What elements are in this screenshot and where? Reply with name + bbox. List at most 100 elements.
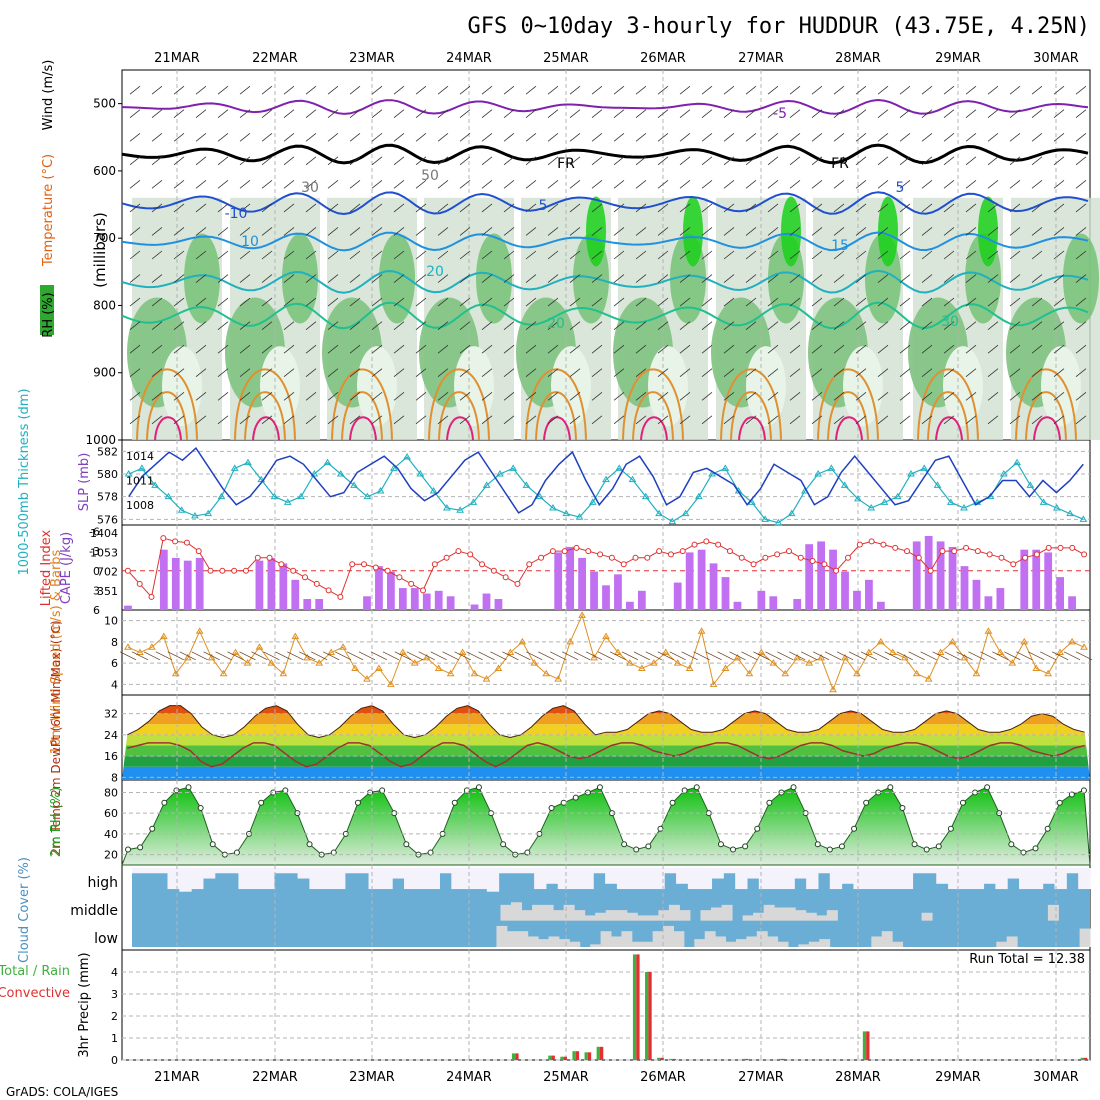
lifted-index-line-marker <box>904 548 911 555</box>
wind-barb <box>569 250 581 260</box>
precip-convective-bar <box>587 1052 592 1060</box>
wind-barb <box>459 85 471 95</box>
panel-frame-slp <box>121 439 1091 526</box>
wind-barb <box>481 109 493 119</box>
temp-contour-35 <box>154 416 182 441</box>
cloud-high-cell <box>297 868 310 879</box>
wind-barb <box>173 180 185 189</box>
wind-barb <box>679 415 691 425</box>
wind-barb <box>613 156 625 166</box>
cloud-high-cell <box>936 868 949 884</box>
thickness-line <box>128 456 1084 524</box>
cloud-middle-cell <box>500 904 512 921</box>
wind-barb <box>415 156 427 166</box>
wind-barb <box>767 297 779 307</box>
y-axis-label: (millibars) <box>91 212 109 288</box>
cloud-high-cell <box>179 868 192 892</box>
precip-convective-bar <box>1083 1057 1088 1060</box>
cape-bar <box>1068 596 1076 610</box>
wind-barb <box>393 415 405 425</box>
wind-barb <box>415 132 427 142</box>
wind-barb <box>789 344 801 354</box>
wind-speed-line-marker <box>124 643 132 650</box>
wind-barb <box>789 180 801 189</box>
lifted-index-line-marker <box>974 548 981 555</box>
wind-barb <box>965 109 977 119</box>
wind-barb <box>1053 344 1065 354</box>
cape-bar <box>1032 549 1041 610</box>
wind-barb <box>195 180 207 189</box>
cloud-low-cell <box>871 936 883 947</box>
rh-dry-core <box>162 346 202 427</box>
wind-barb <box>283 368 295 378</box>
precip-tick-label: 1 <box>111 1032 118 1045</box>
wind-barb <box>679 297 691 307</box>
wind-barb <box>657 415 669 425</box>
surface-wind-barb <box>609 651 627 661</box>
thickness-line-marker <box>164 492 173 500</box>
wind-barb <box>239 391 251 401</box>
precip-convective-bar <box>648 972 652 1060</box>
cloud-high-cell <box>356 868 370 874</box>
wind-barb <box>591 156 603 166</box>
wind-barb <box>1009 391 1021 401</box>
cloud-low-cell <box>569 941 581 947</box>
contour-label: 5 <box>539 198 548 214</box>
lifted-index-line-marker <box>656 548 663 555</box>
cloud-high-cell <box>770 868 783 890</box>
wind-barb <box>723 227 735 236</box>
wind-barb <box>811 368 823 378</box>
wind-barb <box>217 85 229 95</box>
rh-high-blob <box>683 196 703 267</box>
rh-tick-label: 60 <box>104 807 118 820</box>
lifted-index-line-marker <box>195 548 202 555</box>
wind-barb <box>349 156 361 166</box>
cape-bar <box>470 604 479 610</box>
wind-barb <box>987 297 999 307</box>
wind-barb <box>151 415 163 425</box>
thickness-line-marker <box>946 498 955 505</box>
wind-barb <box>217 368 229 378</box>
wind-barb <box>283 132 295 142</box>
wind-barb <box>613 132 625 142</box>
temp-band <box>122 756 1090 767</box>
wind-barb <box>1053 203 1065 213</box>
date-label-top: 27MAR <box>738 51 784 66</box>
wind-barb <box>481 297 493 307</box>
cloud-high-cell <box>380 868 393 890</box>
wind-barb <box>503 109 515 119</box>
wind-barb <box>1075 321 1087 330</box>
thickness-line-marker <box>615 464 624 471</box>
wind-barb <box>525 109 537 119</box>
thickness-line-marker <box>721 464 730 471</box>
cloud-high-cell <box>404 868 417 890</box>
wind-barb <box>877 274 889 283</box>
cloud-high-cell <box>652 868 665 890</box>
wind-barb <box>701 203 713 213</box>
cloud-middle-cell <box>658 910 670 921</box>
wind-barb <box>877 297 889 307</box>
wind-barb <box>217 156 229 166</box>
wind-barb <box>547 156 559 166</box>
panel-frame-wind <box>121 609 1091 696</box>
wind-barb <box>745 368 757 378</box>
wind-speed-line-marker <box>1068 637 1076 645</box>
rh-marker <box>730 846 737 853</box>
wind-speed-line-marker <box>972 669 981 677</box>
cloud-middle-cell <box>753 912 765 921</box>
cloud-high-cell <box>971 868 985 890</box>
cloud-middle-cell <box>774 907 786 921</box>
cape-bar <box>590 571 598 610</box>
temp-contour-35 <box>640 416 668 441</box>
thickness-axis-label: 1000-500mb Thickness (dm) <box>17 388 32 575</box>
cape-bar <box>195 557 204 610</box>
rh-marker <box>959 799 966 806</box>
wind-barb <box>987 368 999 378</box>
wind-barb <box>965 297 977 307</box>
wind-barb <box>789 85 801 95</box>
wind-barb <box>195 415 207 425</box>
temp-band <box>122 766 1090 780</box>
temp-contour-35 <box>349 416 377 441</box>
wind-barb <box>1053 274 1065 283</box>
wind-barb <box>459 368 471 378</box>
